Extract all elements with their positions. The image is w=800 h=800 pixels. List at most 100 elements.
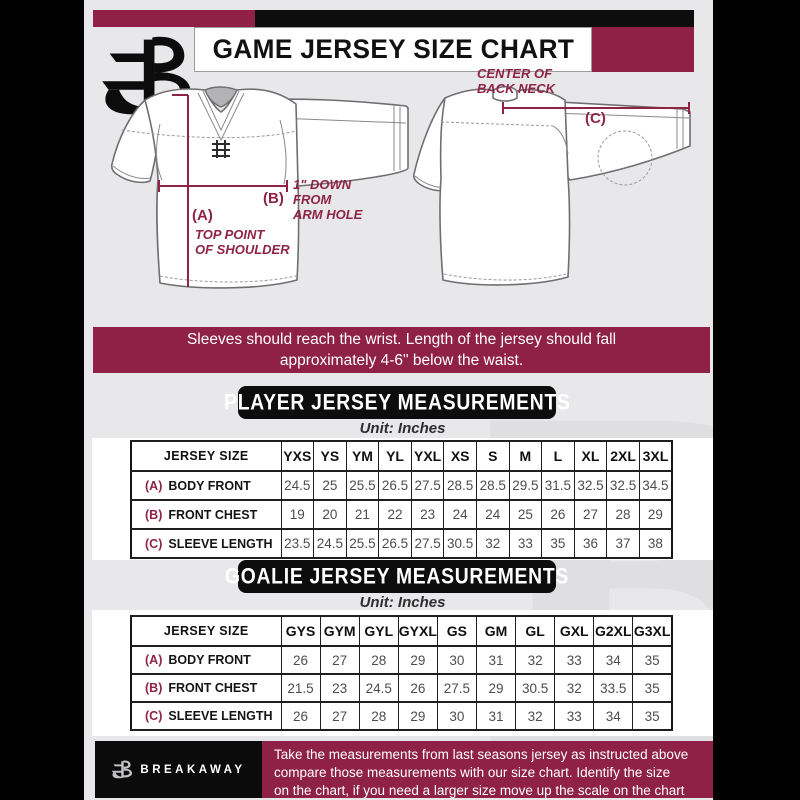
value-cell: 29.5 bbox=[508, 470, 543, 501]
header-accent-block bbox=[592, 27, 694, 72]
player-size-header: 2XL bbox=[606, 440, 640, 472]
player-row-label: (A) BODY FRONT bbox=[130, 470, 282, 501]
player-sleeve-length-row: (C) SLEEVE LENGTH 23.5 24.5 25.5 26.5 27.… bbox=[130, 528, 673, 559]
value-cell: 29 bbox=[475, 673, 517, 703]
value-cell: 26 bbox=[280, 701, 321, 731]
goalie-size-table: JERSEY SIZE GYS GYM GYL GYXL GS GM GL GX… bbox=[130, 615, 673, 731]
footer-instructions-line3: on the chart, if you need a larger size … bbox=[274, 783, 685, 798]
goalie-size-header: G2XL bbox=[593, 615, 634, 647]
value-cell: 24 bbox=[475, 499, 510, 530]
row-key: (A) bbox=[145, 653, 163, 667]
value-cell: 21.5 bbox=[280, 673, 321, 703]
player-section-heading: PLAYER JERSEY MEASUREMENTS bbox=[224, 386, 570, 419]
player-size-header: YS bbox=[313, 440, 347, 472]
label-b-note-line2: FROM bbox=[293, 192, 332, 207]
page-title-box: GAME JERSEY SIZE CHART bbox=[194, 27, 592, 72]
row-label-text: SLEEVE LENGTH bbox=[168, 536, 273, 551]
value-cell: 22 bbox=[378, 499, 412, 530]
player-size-header: XS bbox=[443, 440, 477, 472]
value-cell: 32 bbox=[515, 645, 556, 675]
goalie-front-chest-row: (B) FRONT CHEST 21.5 23 24.5 26 27.5 29 3… bbox=[130, 673, 673, 703]
value-cell: 24.5 bbox=[280, 470, 315, 501]
value-cell: 24 bbox=[443, 499, 477, 530]
value-cell: 30.5 bbox=[515, 673, 556, 703]
label-a-note: TOP POINT OF SHOULDER bbox=[195, 227, 290, 257]
value-cell: 27 bbox=[573, 499, 608, 530]
header-accent-bar-maroon bbox=[93, 10, 255, 27]
value-cell: 23.5 bbox=[280, 528, 315, 559]
value-cell: 25 bbox=[508, 499, 543, 530]
value-cell: 34 bbox=[593, 645, 634, 675]
value-cell: 32.5 bbox=[573, 470, 608, 501]
value-cell: 28.5 bbox=[443, 470, 477, 501]
player-body-front-row: (A) BODY FRONT 24.5 25 25.5 26.5 27.5 28.… bbox=[130, 470, 673, 501]
player-heading-text: PLAYER JERSEY MEASUREMENTS bbox=[223, 389, 571, 415]
value-cell: 26.5 bbox=[378, 528, 412, 559]
value-cell: 19 bbox=[280, 499, 315, 530]
value-cell: 27 bbox=[319, 645, 360, 675]
goalie-header-row: JERSEY SIZE GYS GYM GYL GYXL GS GM GL GX… bbox=[130, 615, 673, 647]
goalie-row-label: (A) BODY FRONT bbox=[130, 645, 282, 675]
label-a-note-line2: OF SHOULDER bbox=[195, 242, 290, 257]
measurement-line-c-tick-left bbox=[502, 102, 504, 114]
row-key: (A) bbox=[145, 478, 163, 493]
footer-instructions-line1: Take the measurements from last seasons … bbox=[274, 747, 689, 762]
value-cell: 25 bbox=[313, 470, 347, 501]
goalie-heading-text: GOALIE JERSEY MEASUREMENTS bbox=[224, 563, 570, 589]
value-cell: 31.5 bbox=[541, 470, 575, 501]
row-label-text: FRONT CHEST bbox=[168, 507, 258, 522]
value-cell: 24.5 bbox=[358, 673, 399, 703]
goalie-size-header: GL bbox=[515, 615, 556, 647]
value-cell: 26 bbox=[280, 645, 321, 675]
value-cell: 27.5 bbox=[436, 673, 477, 703]
value-cell: 32.5 bbox=[606, 470, 640, 501]
row-label-text: BODY FRONT bbox=[168, 478, 251, 493]
value-cell: 20 bbox=[313, 499, 347, 530]
goalie-size-header: G3XL bbox=[632, 615, 673, 647]
player-front-chest-row: (B) FRONT CHEST 19 20 21 22 23 24 24 25 2… bbox=[130, 499, 673, 530]
player-row-label: (C) SLEEVE LENGTH bbox=[130, 528, 282, 559]
back-jersey-diagram bbox=[413, 85, 691, 286]
value-cell: 26.5 bbox=[378, 470, 412, 501]
row-label-text: SLEEVE LENGTH bbox=[168, 709, 273, 723]
value-cell: 25.5 bbox=[345, 470, 380, 501]
value-cell: 37 bbox=[606, 528, 640, 559]
measurement-line-c bbox=[502, 107, 690, 109]
player-size-header: YM bbox=[345, 440, 380, 472]
player-size-header: S bbox=[475, 440, 510, 472]
row-key: (C) bbox=[145, 536, 163, 551]
value-cell: 27.5 bbox=[410, 470, 445, 501]
value-cell: 28 bbox=[358, 645, 399, 675]
value-cell: 28.5 bbox=[475, 470, 510, 501]
measurement-line-a bbox=[187, 95, 189, 287]
player-unit-label: Unit: Inches bbox=[359, 420, 446, 437]
value-cell: 30 bbox=[436, 701, 477, 731]
value-cell: 33 bbox=[554, 701, 595, 731]
value-cell: 27 bbox=[319, 701, 360, 731]
goalie-row-label: (B) FRONT CHEST bbox=[130, 673, 282, 703]
player-size-header: 3XL bbox=[638, 440, 673, 472]
value-cell: 24.5 bbox=[313, 528, 347, 559]
player-header-row: JERSEY SIZE YXS YS YM YL YXL XS S M L XL… bbox=[130, 440, 673, 472]
goalie-size-header: GYXL bbox=[397, 615, 438, 647]
breakaway-footer-logo-icon bbox=[112, 760, 133, 778]
value-cell: 38 bbox=[638, 528, 673, 559]
label-c-note: CENTER OF BACK NECK bbox=[477, 66, 555, 96]
value-cell: 30 bbox=[436, 645, 477, 675]
goalie-size-header: GYL bbox=[358, 615, 399, 647]
value-cell: 21 bbox=[345, 499, 380, 530]
label-c-key: (C) bbox=[585, 110, 606, 127]
player-size-header: YXL bbox=[410, 440, 445, 472]
player-corner-header: JERSEY SIZE bbox=[130, 440, 282, 472]
value-cell: 34 bbox=[593, 701, 634, 731]
value-cell: 35 bbox=[632, 701, 673, 731]
player-size-header: L bbox=[541, 440, 575, 472]
label-a-note-line1: TOP POINT bbox=[195, 227, 265, 242]
footer-brand-box: BREAKAWAY bbox=[95, 741, 262, 798]
value-cell: 32 bbox=[554, 673, 595, 703]
row-key: (B) bbox=[145, 681, 163, 695]
player-size-header: M bbox=[508, 440, 543, 472]
fit-notice-banner: Sleeves should reach the wrist. Length o… bbox=[93, 327, 710, 373]
goalie-size-header: GYS bbox=[280, 615, 321, 647]
player-row-label: (B) FRONT CHEST bbox=[130, 499, 282, 530]
